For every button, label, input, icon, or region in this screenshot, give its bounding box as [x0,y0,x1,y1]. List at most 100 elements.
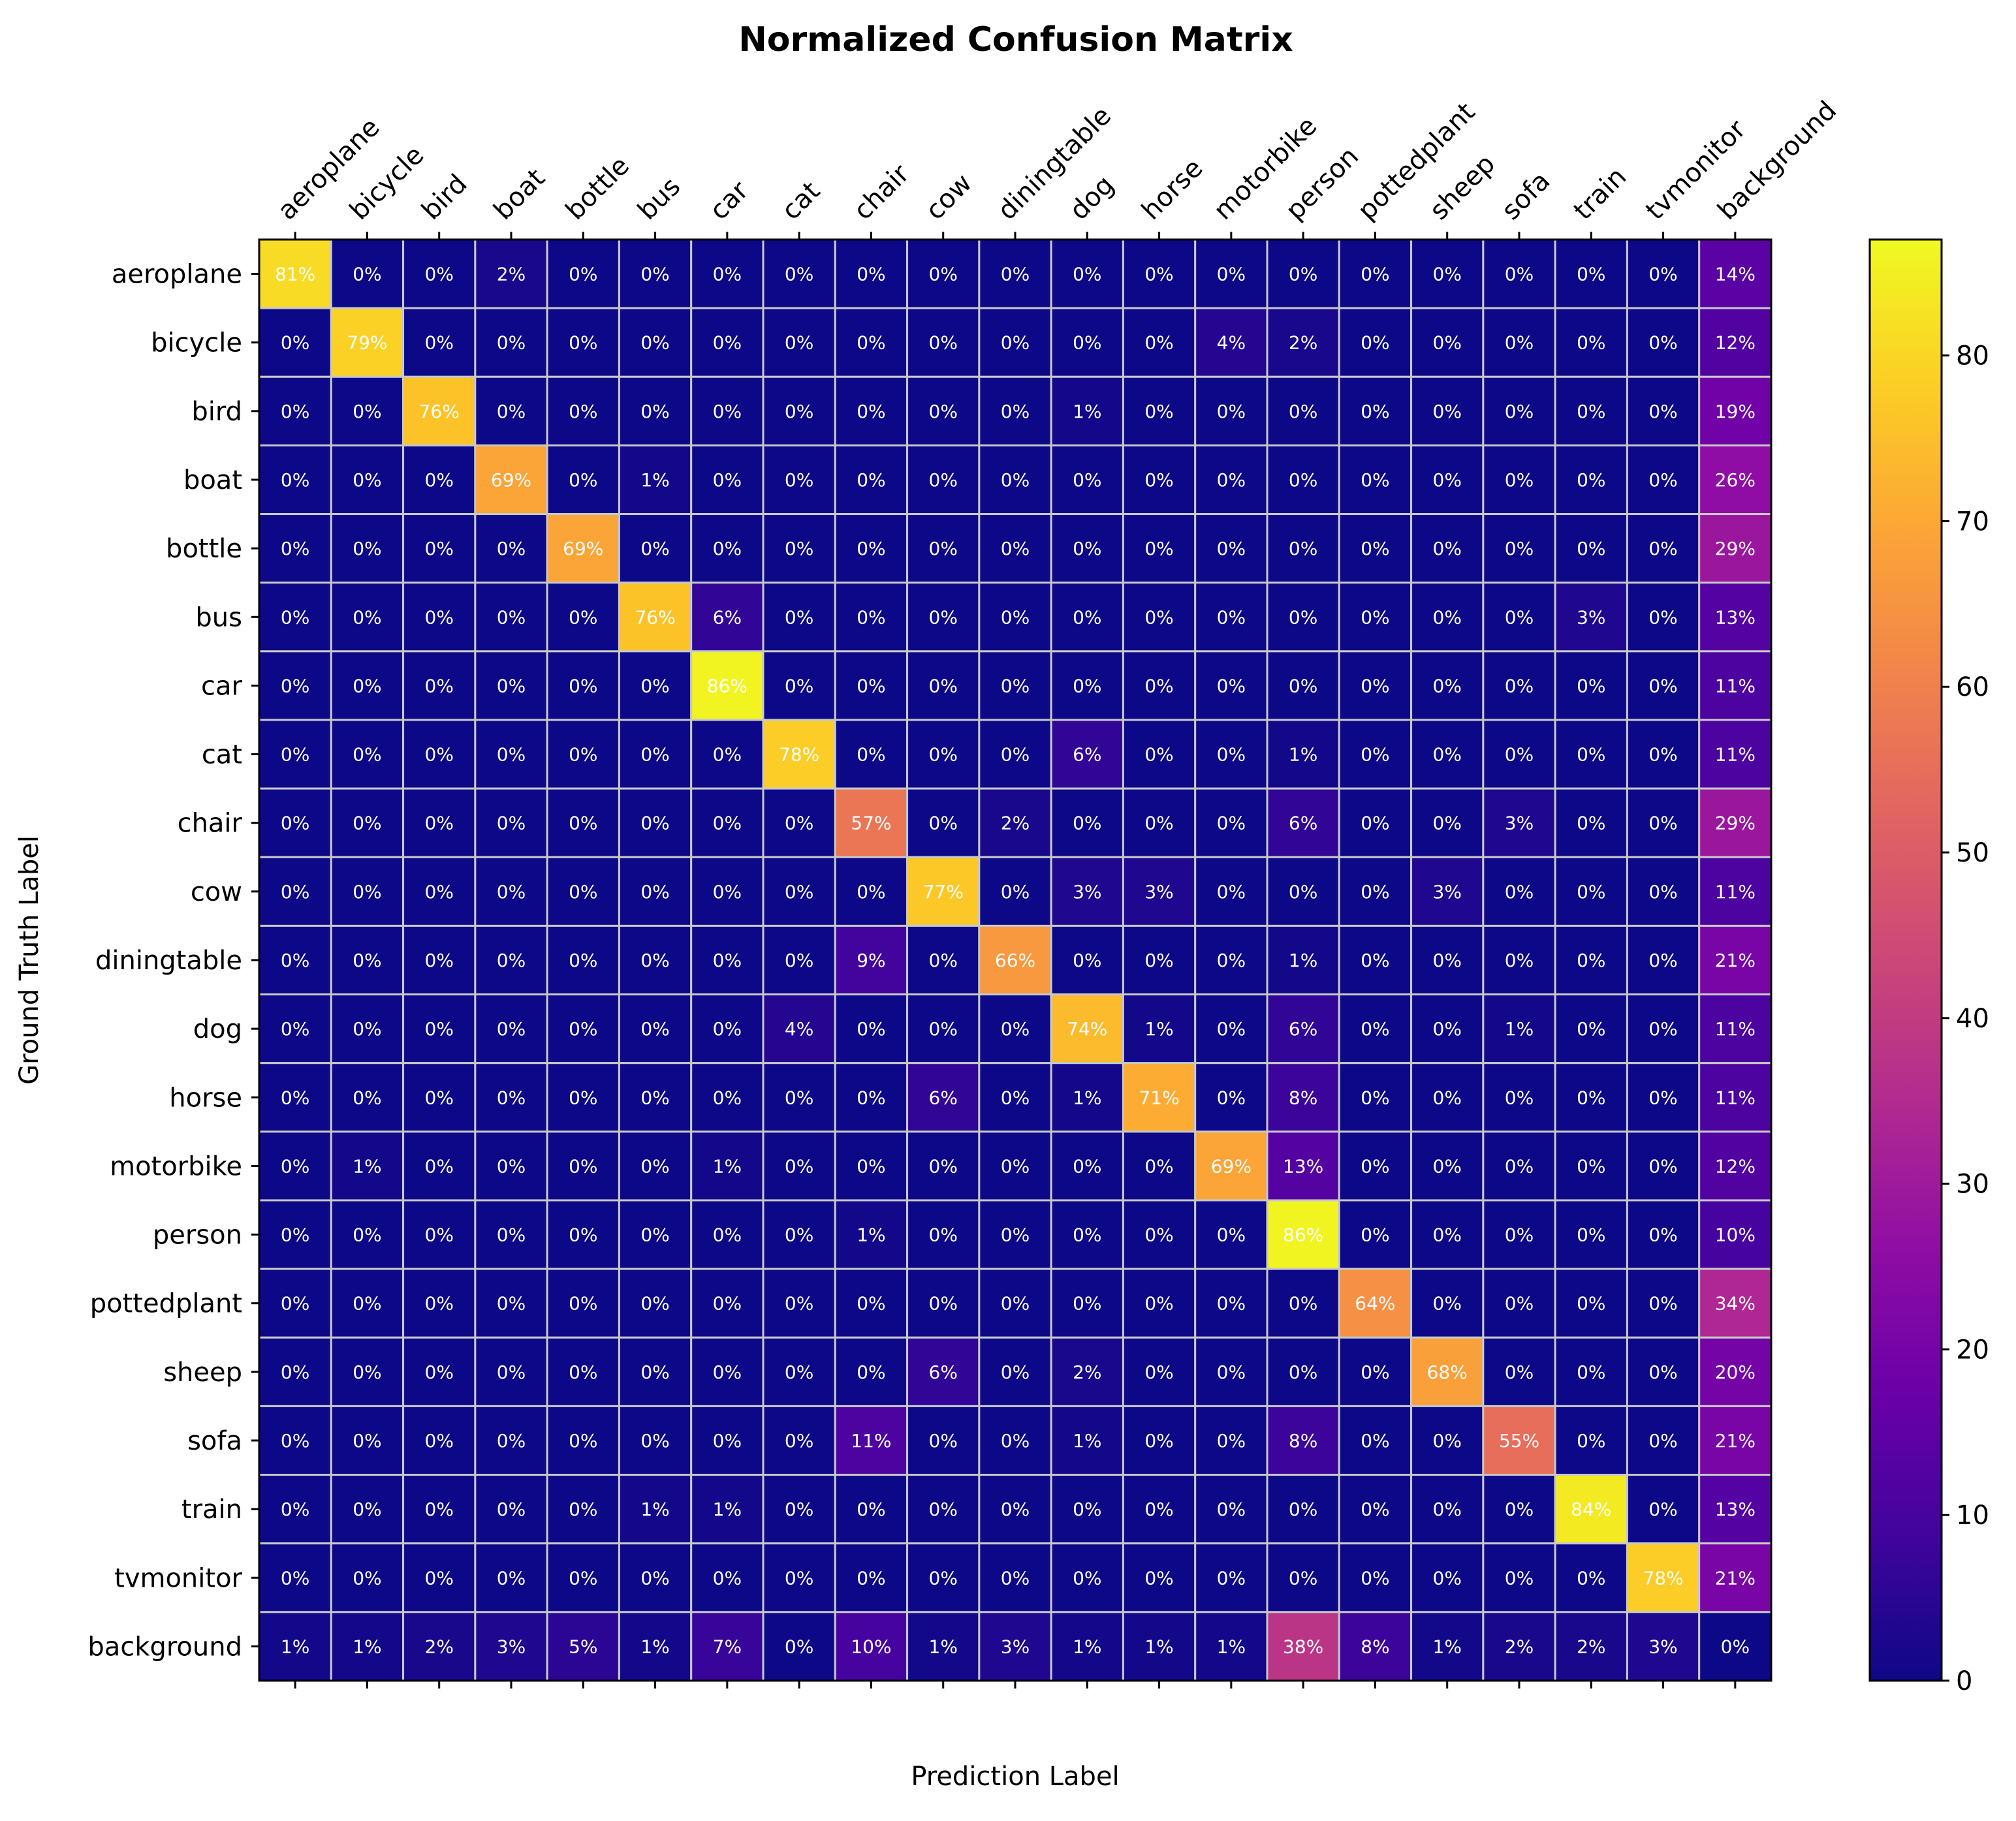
heatmap-cell [1194,513,1268,584]
cell-value-label: 0% [1073,1499,1101,1520]
cell-value-label: 86% [707,675,748,696]
cell-value-label: 2% [425,1636,454,1657]
cell-value-label: 0% [1144,606,1173,628]
heatmap-cell [690,582,764,653]
heatmap-cell [762,1611,836,1682]
heatmap-cell [978,924,1052,996]
heatmap-cell [258,1611,332,1682]
cell-value-label: 0% [1361,1018,1389,1040]
cell-value-label: 0% [1505,1499,1534,1520]
heatmap-cell [1698,1268,1772,1339]
colorbar-tick-label: 30 [1956,1170,1989,1200]
heatmap-cell [1410,1542,1485,1613]
cell-value-label: 0% [425,1224,454,1246]
cell-value-label: 0% [785,1567,813,1589]
heatmap-cell [690,444,764,516]
cell-value-label: 0% [640,538,669,559]
heatmap-cell [402,1405,477,1476]
cell-value-label: 13% [1715,606,1756,628]
heatmap-cell [1626,238,1701,309]
cell-value-label: 0% [497,401,526,422]
cell-value-label: 0% [857,1018,885,1040]
x-tick-label: chair [848,159,915,226]
cell-value-label: 0% [1433,950,1462,971]
cell-value-label: 1% [1073,1636,1101,1657]
heatmap-cell [834,1336,909,1407]
heatmap-cell [1338,307,1413,378]
cell-value-label: 11% [1715,1087,1756,1108]
cell-value-label: 0% [1648,1293,1677,1315]
cell-value-label: 0% [1577,332,1605,354]
heatmap-cell [1482,1474,1556,1545]
cell-value-label: 0% [1144,1224,1173,1246]
heatmap-cell [1554,787,1628,858]
cell-value-label: 0% [1577,881,1605,903]
heatmap-cell [1698,582,1772,653]
cell-value-label: 0% [1361,1499,1389,1520]
cell-value-label: 0% [1433,813,1462,834]
cell-value-label: 0% [425,744,454,766]
cell-value-label: 0% [1505,675,1534,696]
heatmap-cell [1626,924,1701,996]
cell-value-label: 0% [785,469,813,491]
cell-value-label: 0% [281,401,309,422]
heatmap-cell [618,856,693,927]
heatmap-cell [1194,1062,1268,1133]
heatmap-cell [762,719,836,790]
cell-value-label: 0% [929,264,958,285]
cell-value-label: 0% [1648,1018,1677,1040]
cell-value-label: 0% [1144,538,1173,559]
cell-value-label: 0% [1217,401,1246,422]
y-axis-ticks: aeroplane bicycle bird boat bottle bus car cat c… [87,260,259,1662]
cell-value-label: 0% [425,950,454,971]
heatmap-cell [978,1405,1052,1476]
cell-value-label: 0% [281,1293,309,1315]
heatmap-cell [402,375,477,446]
heatmap-cell [978,513,1052,584]
cell-value-label: 1% [929,1636,958,1657]
cell-value-label: 0% [857,606,885,628]
heatmap-cell-labels: 81% 0% 0% 2% 0% 0% 0% 0% 0% 0% 0% 0% 0% 0% 0% 0% 0% 0% 0% 0… [275,264,1756,1658]
cell-value-label: 0% [281,606,309,628]
heatmap-cell [546,1199,620,1270]
cell-value-label: 0% [713,950,742,971]
cell-value-label: 0% [1144,332,1173,354]
heatmap-cell [1482,444,1556,516]
heatmap-cell [1338,582,1413,653]
heatmap-cell [1194,1199,1268,1270]
cell-value-label: 0% [1433,264,1462,285]
heatmap-cell [1626,1199,1701,1270]
cell-value-label: 0% [1648,606,1677,628]
y-tick-label: motorbike [110,1151,242,1181]
heatmap-cell [1194,787,1268,858]
heatmap-cell [690,1611,764,1682]
heatmap-cell [1698,1405,1772,1476]
cell-value-label: 0% [569,606,597,628]
cell-value-label: 6% [1289,813,1317,834]
cell-value-label: 1% [1073,401,1101,422]
cell-value-label: 0% [857,469,885,491]
cell-value-label: 79% [347,332,387,354]
cell-value-label: 0% [713,813,742,834]
cell-value-label: 0% [1289,606,1317,628]
heatmap-cell [1266,1474,1340,1545]
cell-value-label: 0% [425,1499,454,1520]
cell-value-label: 11% [1715,744,1756,766]
cell-value-label: 0% [281,744,309,766]
cell-value-label: 0% [1648,1362,1677,1383]
cell-value-label: 0% [1577,675,1605,696]
cell-value-label: 0% [929,606,958,628]
cell-value-label: 0% [1433,1567,1462,1589]
cell-value-label: 8% [1289,1430,1317,1452]
cell-value-label: 0% [1433,1018,1462,1040]
cell-value-label: 0% [1217,1087,1246,1108]
cell-value-label: 0% [857,1499,885,1520]
cell-value-label: 0% [353,1430,381,1452]
cell-value-label: 1% [1144,1018,1173,1040]
cell-value-label: 0% [1433,469,1462,491]
cell-value-label: 3% [1505,813,1534,834]
cell-value-label: 0% [425,1293,454,1315]
cell-value-label: 0% [1001,1293,1030,1315]
cell-value-label: 0% [1648,744,1677,766]
cell-value-label: 0% [1073,813,1101,834]
